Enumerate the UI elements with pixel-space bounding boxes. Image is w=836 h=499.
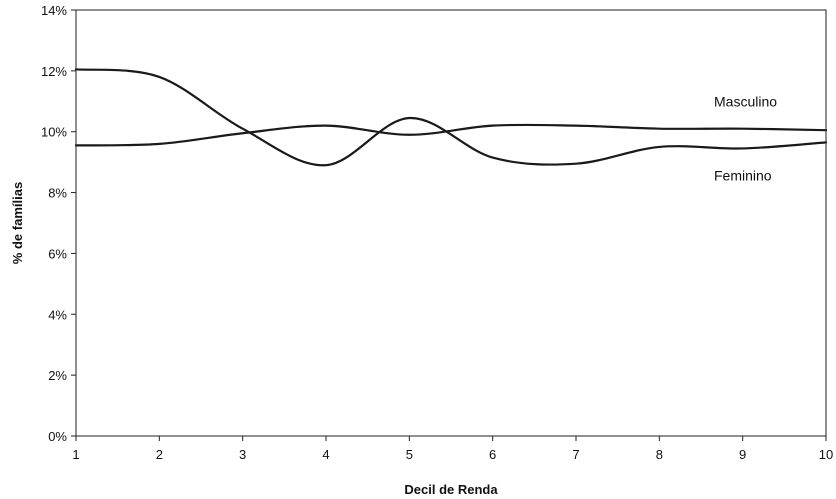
- y-tick-label: 4%: [48, 307, 67, 322]
- series-lines: [74, 68, 828, 167]
- y-tick-label: 2%: [48, 368, 67, 383]
- series-line-feminino: [74, 68, 828, 167]
- x-tick-label: 2: [156, 447, 163, 462]
- y-tick-label: 6%: [48, 246, 67, 261]
- series-label-feminino: Feminino: [714, 167, 772, 183]
- plot-area-frame: [75, 9, 827, 437]
- y-tick-label: 8%: [48, 186, 67, 201]
- series-line-masculino: [74, 123, 828, 147]
- x-axis: 1 2 3 4 5 6 7 8 9 10: [72, 436, 833, 462]
- x-tick-label: 4: [322, 447, 329, 462]
- y-tick-label: 12%: [41, 64, 67, 79]
- x-tick-label: 8: [656, 447, 663, 462]
- y-axis-title: % de famílias: [10, 182, 25, 264]
- series-label-masculino: Masculino: [714, 94, 777, 110]
- y-tick-label: 14%: [41, 3, 67, 18]
- y-tick-label: 10%: [41, 125, 67, 140]
- x-tick-label: 9: [739, 447, 746, 462]
- x-tick-label: 3: [239, 447, 246, 462]
- x-tick-label: 5: [406, 447, 413, 462]
- y-axis: 0% 2% 4% 6% 8% 10% 12% 14%: [41, 3, 76, 444]
- x-axis-title: Decil de Renda: [404, 482, 498, 497]
- x-tick-label: 6: [489, 447, 496, 462]
- x-tick-label: 10: [819, 447, 833, 462]
- x-tick-label: 1: [72, 447, 79, 462]
- y-tick-label: 0%: [48, 429, 67, 444]
- x-tick-label: 7: [572, 447, 579, 462]
- series-labels: Masculino Feminino: [714, 94, 777, 184]
